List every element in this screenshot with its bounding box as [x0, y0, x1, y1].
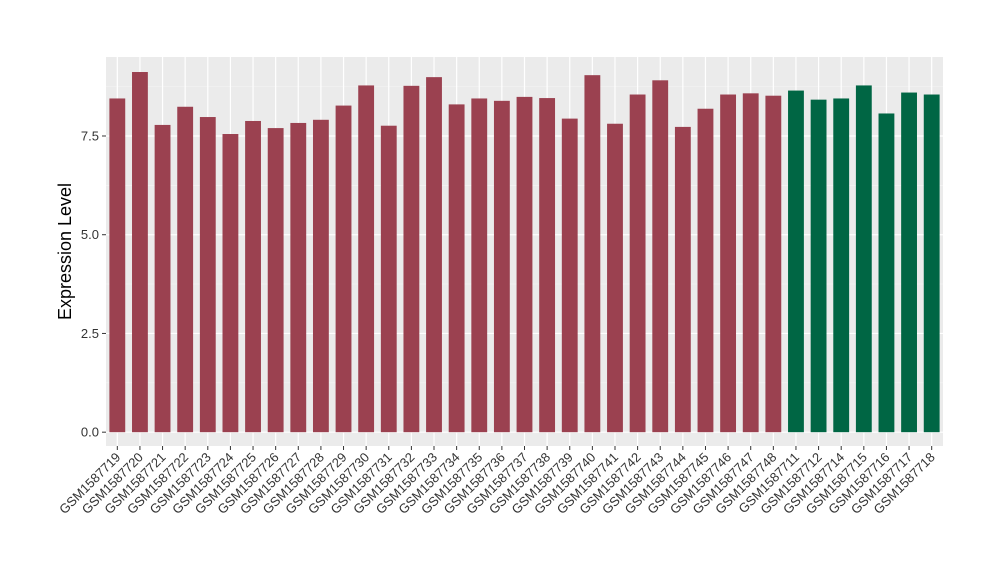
bar-GSM1587727	[290, 122, 307, 433]
bar-GSM1587746	[720, 94, 737, 433]
bar-GSM1587731	[380, 125, 397, 433]
bar-GSM1587739	[561, 118, 578, 433]
bars	[109, 72, 940, 433]
bar-GSM1587737	[516, 96, 533, 433]
bar-GSM1587747	[742, 93, 759, 433]
bar-GSM1587735	[471, 98, 488, 433]
bar-GSM1587724	[222, 134, 239, 433]
bar-GSM1587745	[697, 108, 714, 433]
bar-GSM1587717	[901, 92, 917, 433]
bar-GSM1587716	[878, 113, 895, 433]
bar-GSM1587728	[312, 119, 329, 433]
bar-GSM1587729	[335, 105, 352, 433]
bar-GSM1587723	[199, 117, 216, 433]
x-axis: GSM1587719GSM1587720GSM1587721GSM1587722…	[56, 446, 938, 517]
y-tick-label: 7.5	[81, 128, 99, 143]
bar-GSM1587736	[493, 100, 510, 433]
bar-GSM1587722	[177, 106, 194, 433]
bar-GSM1587725	[245, 120, 261, 433]
bar-GSM1587715	[855, 85, 872, 433]
y-tick-label: 0.0	[81, 425, 99, 440]
bar-GSM1587712	[810, 99, 827, 433]
bar-GSM1587730	[358, 85, 375, 433]
bar-GSM1587721	[154, 124, 171, 433]
y-tick-label: 2.5	[81, 326, 99, 341]
bar-GSM1587718	[923, 94, 940, 433]
bar-GSM1587714	[833, 98, 850, 433]
bar-GSM1587720	[132, 72, 148, 433]
bar-GSM1587740	[584, 75, 601, 433]
y-axis: 0.0 2.5 5.0 7.5	[81, 128, 106, 440]
bar-GSM1587733	[426, 77, 442, 433]
bar-GSM1587711	[788, 90, 804, 433]
bar-GSM1587719	[109, 98, 126, 433]
bar-GSM1587734	[448, 104, 465, 433]
y-axis-title: Expression Level	[55, 183, 75, 320]
bar-GSM1587732	[403, 85, 420, 433]
bar-GSM1587743	[652, 80, 669, 433]
bar-GSM1587741	[607, 123, 623, 433]
bar-GSM1587726	[267, 128, 284, 433]
bar-GSM1587748	[765, 95, 782, 433]
bar-GSM1587738	[539, 98, 556, 433]
bar-GSM1587742	[629, 94, 646, 433]
bar-GSM1587744	[674, 126, 691, 433]
y-tick-label: 5.0	[81, 227, 99, 242]
